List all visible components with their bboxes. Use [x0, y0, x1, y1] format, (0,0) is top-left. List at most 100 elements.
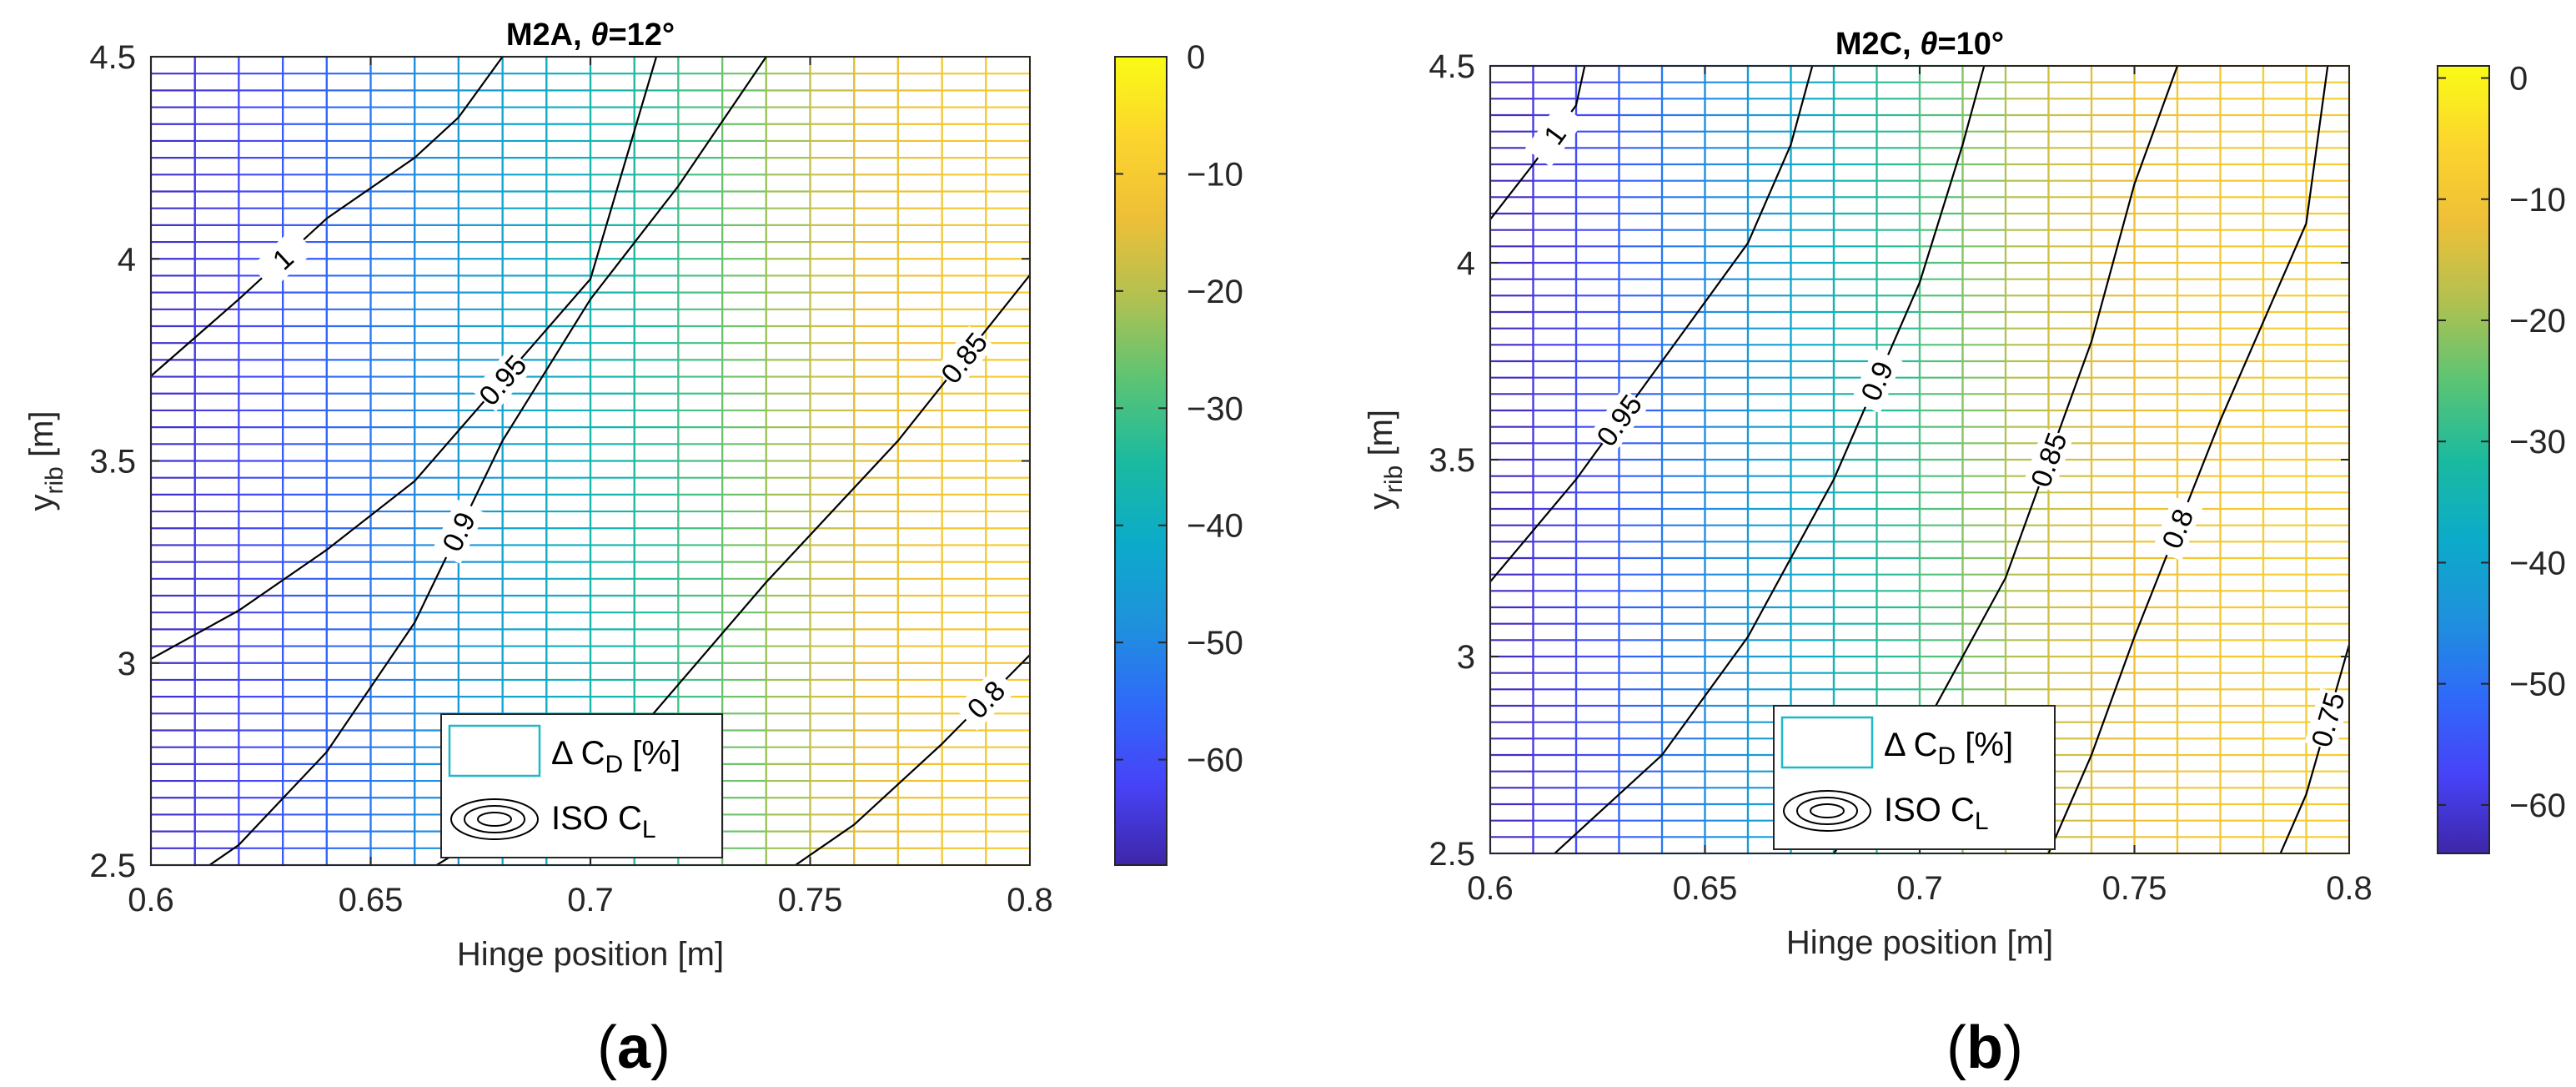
panel-label: (a) [597, 1014, 670, 1081]
x-tick-label: 0.8 [2326, 870, 2373, 907]
mesh-cell-hatch [2306, 81, 2349, 838]
tick-group: 0.6 0.65 0.7 0.75 0.8 2.5 3 3.5 4 4.5 [1429, 48, 2372, 907]
x-axis-label: Hinge position [m] [1786, 924, 2053, 961]
mesh-cell [1532, 64, 1578, 855]
contour-label-group: 0.95 [471, 348, 533, 412]
legend-swatch-contour [477, 812, 512, 827]
colorbar-tick-label: 0 [2509, 61, 2528, 98]
title-prefix: M2A, [506, 18, 590, 53]
x-tick-label: 0.75 [778, 882, 843, 918]
mesh-cell-hatch [2220, 81, 2263, 838]
mesh-cell-hatch [854, 73, 898, 849]
mesh-cell [282, 55, 328, 867]
mesh-cell [2176, 64, 2222, 855]
contour-label-bg [2024, 427, 2073, 492]
y-label-main: y [1363, 493, 1399, 510]
mesh-cell-hatch [1748, 81, 1791, 838]
title-suffix: =10° [1937, 27, 2004, 62]
panel-label-open: ( [1946, 1014, 1966, 1081]
legend-swatch-contour [1783, 790, 1871, 832]
y-tick-label: 4.5 [89, 39, 136, 76]
y-tick-label: 3.5 [89, 444, 136, 481]
y-tick-label: 3 [1457, 639, 1475, 676]
x-tick-label: 0.7 [1896, 870, 1943, 907]
x-tick-label: 0.65 [339, 882, 404, 918]
contour-label-bg [1850, 348, 1903, 414]
contour-label-group: 1 [251, 228, 314, 290]
mesh-cell [941, 55, 987, 867]
contour-label-bg [954, 667, 1017, 731]
colorbar-tick-label: −20 [1187, 274, 1243, 310]
legend: Δ CD [%] ISO CL [1773, 705, 2056, 850]
mesh-cell-hatch [2048, 81, 2091, 838]
mesh-cell [193, 55, 240, 867]
legend-label-iso-cl: ISO CL [1884, 792, 1989, 835]
colorbar-tick-label: 0 [1187, 39, 1205, 76]
y-label-main: y [23, 495, 60, 511]
chart-title: M2C, θ=10° [1835, 27, 2004, 62]
y-tick-label: 4 [1457, 245, 1475, 282]
mesh-cell [1704, 64, 1750, 855]
mesh-cell [2133, 64, 2179, 855]
title-prefix: M2C, [1835, 27, 1920, 62]
colorbar-tick-label: −40 [1187, 508, 1243, 545]
legend-swatch-contour [1796, 797, 1858, 825]
contour-line [1490, 66, 1814, 583]
colorbar [2437, 65, 2490, 854]
colorbar-tick-label: −10 [1187, 156, 1243, 193]
legend-sub-l: L [642, 816, 656, 843]
mesh-cell-hatch [1533, 81, 1576, 838]
legend-swatch-contour [1810, 803, 1845, 818]
contour-label-group: 0.9 [1850, 348, 1903, 414]
mesh-cell-hatch [2177, 81, 2221, 838]
legend-delta: Δ C [551, 735, 605, 772]
iso-cl-contours: 10.950.90.850.8 [151, 57, 1030, 865]
panel-label: (b) [1946, 1014, 2023, 1081]
contour-label-group: 1 [1524, 102, 1584, 168]
legend-iso: ISO C [1884, 792, 1975, 828]
mesh-cell [853, 55, 899, 867]
colorbar [1114, 56, 1167, 866]
mesh-cell-hatch [370, 73, 415, 849]
mesh-cell-hatch [239, 73, 284, 849]
chart-title: M2A, θ=12° [506, 18, 675, 53]
mesh-cell-hatch [2134, 81, 2177, 838]
mesh-cell-hatch [194, 73, 239, 849]
x-axis-label: Hinge position [m] [457, 936, 724, 973]
panel-label-close: ) [650, 1014, 670, 1081]
legend-swatch-contour [450, 798, 539, 840]
mesh-cell [765, 55, 811, 867]
y-axis-label: yrib [m] [1363, 410, 1408, 510]
mesh-cell [896, 55, 943, 867]
y-tick-label: 4.5 [1429, 48, 1475, 85]
mesh-cell-hatch [326, 73, 371, 849]
legend: Δ CD [%] ISO CL [440, 713, 723, 858]
x-tick-label: 0.7 [567, 882, 614, 918]
colorbar-tick-label: −20 [2509, 303, 2566, 340]
legend-unit: [%] [1956, 727, 2013, 763]
mesh-cell-hatch [414, 73, 459, 849]
title-theta: θ [1920, 27, 1937, 62]
colorbar-tick-label: −60 [1187, 742, 1243, 779]
contour-label-bg [1589, 388, 1649, 453]
colorbar-tick-label: −50 [2509, 667, 2566, 703]
mesh-cell [1660, 64, 1706, 855]
panel-label-letter: b [1966, 1014, 2003, 1081]
mesh-cell [1618, 64, 1664, 855]
y-label-sub: rib [41, 466, 68, 494]
mesh-cell-hatch [1619, 81, 1662, 838]
y-label-unit: [m] [1363, 410, 1399, 465]
contour-label-group: 0.8 [2152, 496, 2203, 561]
mesh-cell-hatch [810, 73, 855, 849]
colorbar-tick-label: −60 [2509, 788, 2566, 824]
legend-sub-d: D [605, 751, 624, 778]
contour-label-bg [2304, 687, 2349, 752]
y-tick-label: 2.5 [1429, 836, 1475, 873]
colorbar-tick-label: −30 [1187, 390, 1243, 427]
mesh-cell [2219, 64, 2265, 855]
mesh-cell-hatch [1662, 81, 1705, 838]
y-tick-label: 2.5 [89, 848, 136, 884]
title-suffix: =12° [608, 18, 675, 53]
y-tick-label: 3.5 [1429, 442, 1475, 479]
